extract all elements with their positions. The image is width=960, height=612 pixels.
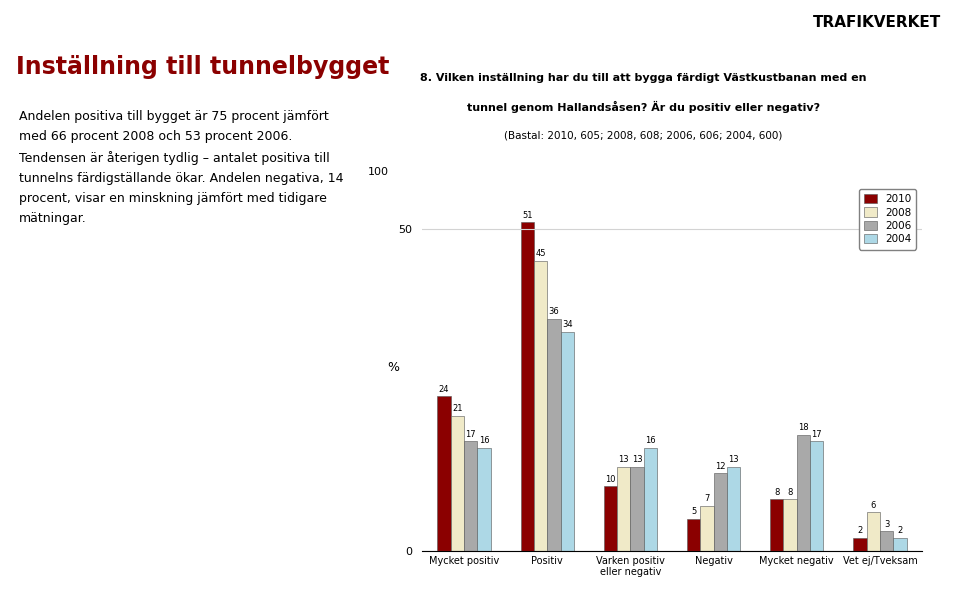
Text: 100: 100	[368, 168, 389, 177]
Bar	[783, 499, 797, 551]
Bar	[595, 0, 960, 46]
Bar	[687, 518, 700, 551]
Text: 8: 8	[787, 488, 793, 497]
Text: 10: 10	[605, 475, 615, 484]
Bar	[617, 467, 631, 551]
Legend: 2010, 2008, 2006, 2004: 2010, 2008, 2006, 2004	[859, 189, 917, 250]
Bar	[727, 467, 740, 551]
Text: 12: 12	[715, 462, 726, 471]
Bar	[700, 506, 713, 551]
Text: tunnel genom Hallandsåsen? Är du positiv eller negativ?: tunnel genom Hallandsåsen? Är du positiv…	[467, 102, 820, 113]
Text: 13: 13	[729, 455, 739, 465]
Bar	[810, 441, 824, 551]
Text: 13: 13	[632, 455, 642, 465]
Text: 17: 17	[811, 430, 822, 439]
Bar	[770, 499, 783, 551]
Text: Andelen positiva till bygget är 75 procent jämfört
med 66 procent 2008 och 53 pr: Andelen positiva till bygget är 75 proce…	[19, 110, 344, 225]
Bar	[894, 538, 906, 551]
Text: 13: 13	[618, 455, 629, 465]
Text: 45: 45	[536, 249, 546, 258]
Bar	[713, 474, 727, 551]
Text: 6: 6	[871, 501, 876, 510]
Bar	[797, 435, 810, 551]
Text: 3: 3	[884, 520, 889, 529]
Text: 17: 17	[466, 430, 476, 439]
Bar	[547, 319, 561, 551]
Bar	[477, 448, 491, 551]
Text: 24: 24	[439, 384, 449, 394]
Bar	[853, 538, 867, 551]
Bar	[464, 441, 477, 551]
Text: (Bastal: 2010, 605; 2008, 608; 2006, 606; 2004, 600): (Bastal: 2010, 605; 2008, 608; 2006, 606…	[504, 131, 782, 141]
Text: MARKÖR: MARKÖR	[125, 15, 200, 31]
Text: 16: 16	[479, 436, 490, 445]
Text: 2: 2	[857, 526, 863, 536]
Y-axis label: %: %	[387, 360, 399, 374]
Text: 8: 8	[774, 488, 780, 497]
Text: 18: 18	[798, 424, 808, 432]
Bar	[561, 332, 574, 551]
Text: Inställning till tunnelbygget: Inställning till tunnelbygget	[15, 55, 389, 80]
Bar	[880, 531, 894, 551]
Text: 36: 36	[548, 307, 560, 316]
Text: 5: 5	[691, 507, 696, 516]
Bar	[604, 487, 617, 551]
Text: 21: 21	[452, 404, 463, 413]
Text: TRAFIKVERKET: TRAFIKVERKET	[812, 15, 941, 31]
Text: 2: 2	[898, 526, 902, 536]
Bar	[450, 416, 464, 551]
Bar	[534, 261, 547, 551]
Bar	[520, 222, 534, 551]
Bar	[644, 448, 657, 551]
Bar	[631, 467, 644, 551]
Bar	[438, 396, 450, 551]
Text: 16: 16	[645, 436, 656, 445]
Text: 7: 7	[705, 494, 709, 503]
Text: 34: 34	[562, 320, 572, 329]
Text: 51: 51	[522, 211, 533, 220]
Bar	[867, 512, 880, 551]
Text: 8. Vilken inställning har du till att bygga färdigt Västkustbanan med en: 8. Vilken inställning har du till att by…	[420, 73, 867, 83]
